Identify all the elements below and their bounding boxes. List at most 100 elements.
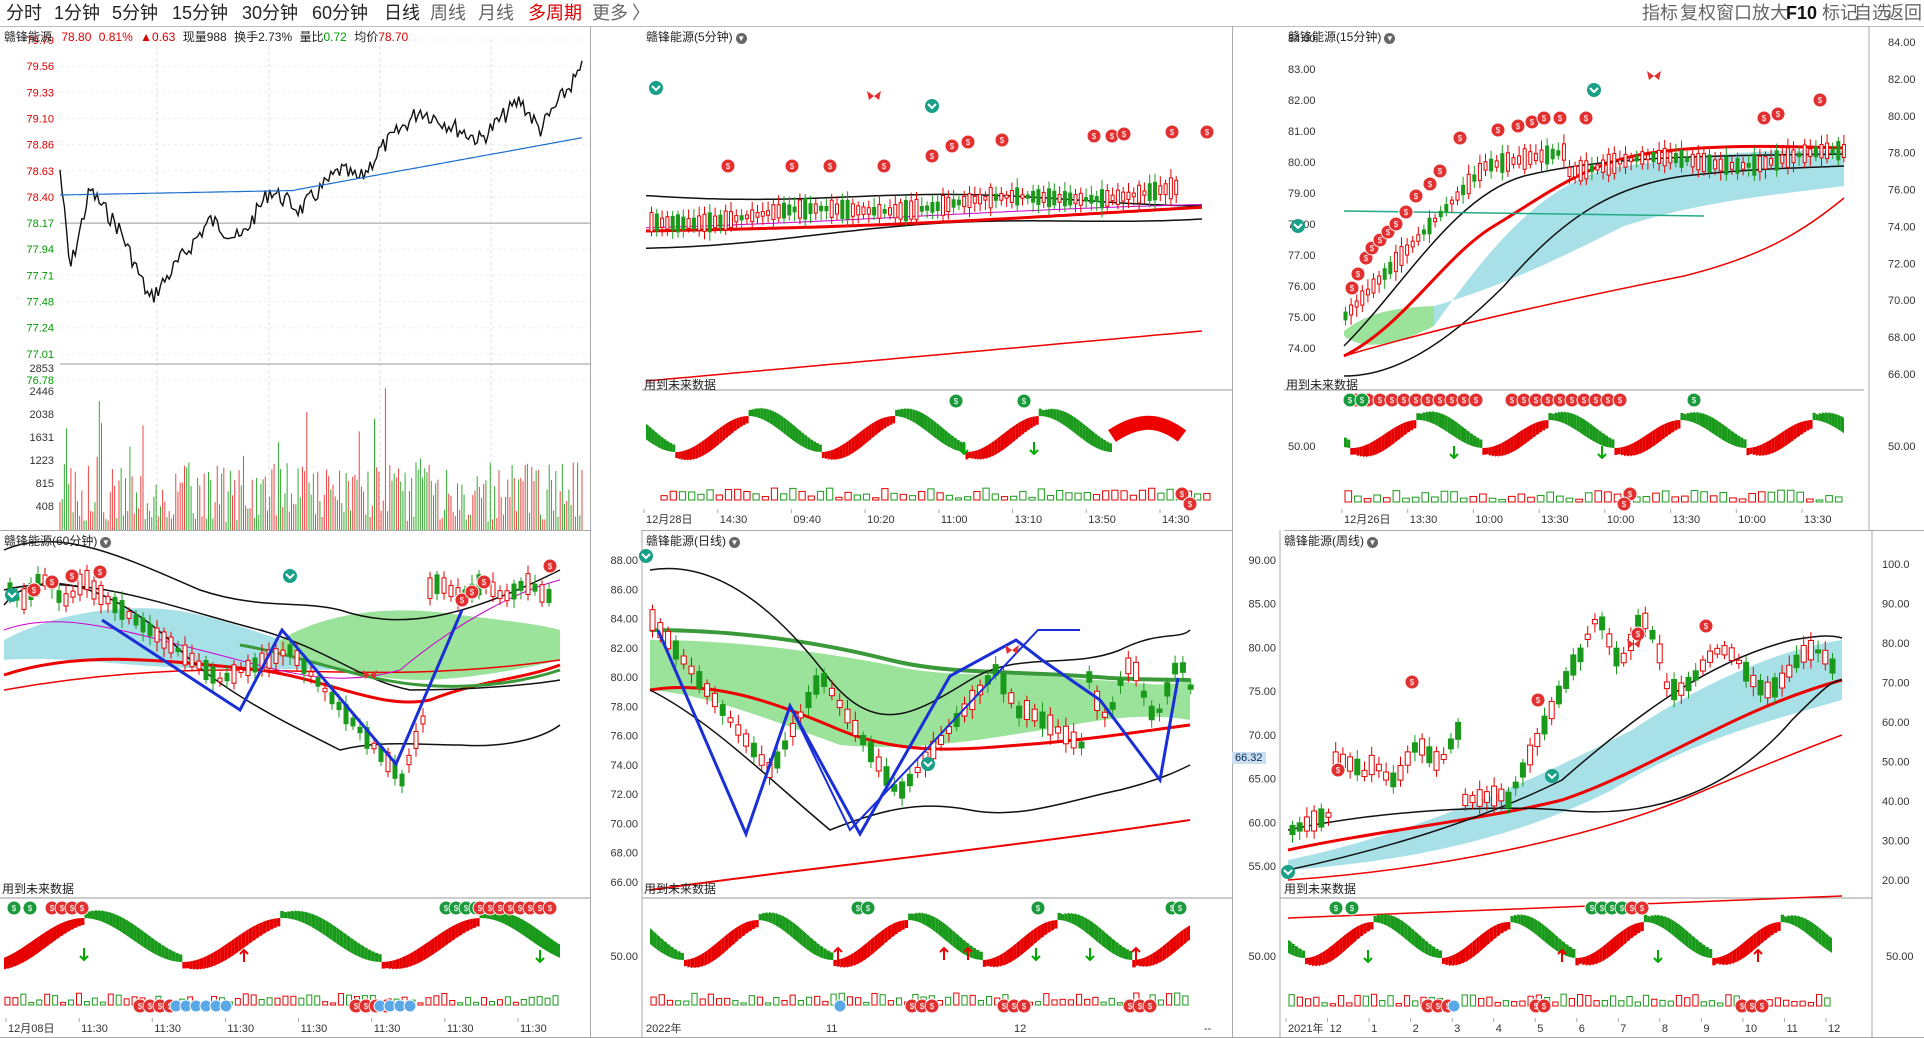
x-tick-label: 14:30 [1162, 514, 1190, 526]
m60-title[interactable]: 赣锋能源(60分钟) ▼ [4, 534, 112, 548]
indicator-band [884, 926, 888, 944]
indicator-band [1794, 914, 1798, 928]
indicator-band [1727, 428, 1731, 445]
weekly-panel[interactable]: 赣锋能源(周线) ▼ 90.00 85.00 80.00 75.00 70.00 65.00… [1232, 530, 1924, 1038]
tab-more[interactable]: 更多 [592, 3, 628, 23]
weekly-chart[interactable]: 90.0085.0080.0075.0070.0065.0060.0055.00… [1232, 530, 1924, 1037]
m5-title[interactable]: 赣锋能源(5分钟) ▼ [646, 30, 747, 44]
indicator-bar [234, 998, 241, 1006]
adjust-button[interactable]: 复权 [1680, 3, 1716, 23]
indicator-band [1529, 424, 1533, 441]
daily-panel[interactable]: 赣锋能源(日线) ▼ 88.00 86.00 84.00 82.00 80.00 78.00… [590, 530, 1233, 1038]
zoom-button[interactable]: 放大 [1752, 3, 1788, 23]
day-candle [750, 742, 757, 758]
weekly-title[interactable]: 赣锋能源(周线) ▼ [1284, 534, 1378, 548]
indicator-band [395, 958, 400, 970]
daily-title[interactable]: 赣锋能源(日线) ▼ [646, 534, 740, 548]
indicator-bar [44, 993, 51, 1006]
mark-button[interactable]: 标记 [1822, 3, 1858, 23]
m5-chart[interactable]: $ $ $ $$$ $ $ $ $ $ $ $$ $$$12月28日 14:30 09:40 10:20 11… [642, 26, 1232, 530]
indicator-band [1359, 446, 1363, 457]
indicator-bar [879, 994, 886, 1006]
tab-intraday[interactable]: 分时 [6, 3, 42, 23]
indicator-bar [28, 1001, 35, 1006]
x-tick-label: 14:30 [720, 514, 748, 526]
day-candle [899, 781, 906, 799]
indicator-band [1482, 447, 1486, 455]
indicator-band [687, 958, 691, 968]
week-candle [1764, 681, 1771, 699]
back-button[interactable]: 返回 [1886, 3, 1922, 23]
indicator-band [1639, 437, 1643, 455]
tab-monthly[interactable]: 月线 [478, 3, 514, 23]
week-candle [1512, 781, 1519, 789]
tab-15min[interactable]: 15分钟 [172, 3, 229, 23]
indicator-button[interactable]: 指标 [1642, 3, 1678, 23]
m60-candle [77, 573, 83, 596]
m5-candle [972, 195, 977, 204]
sell-signal-glyph: $ [1496, 126, 1501, 135]
x-tick-label: 6 [1579, 1023, 1585, 1035]
m60-chart[interactable]: $$$$$$$$$$$$$$$$$$$$$$$$$$$$$$$$$$12月08日… [0, 530, 590, 1037]
future-data-note: 用到未来数据 [644, 882, 717, 896]
indicator-band [1318, 952, 1323, 967]
chevron-down-icon[interactable]: ▼ [1384, 33, 1396, 44]
f10-button[interactable]: F10 [1786, 3, 1818, 23]
indicator-band [1447, 416, 1451, 435]
indicator-band [213, 950, 218, 967]
indicator-band [681, 450, 685, 460]
indicator-band [1400, 919, 1405, 939]
tab-30min[interactable]: 30分钟 [242, 3, 299, 23]
m15-title[interactable]: 赣锋能源(15分钟) ▼ [1288, 30, 1396, 44]
chevron-down-icon[interactable]: ▼ [735, 33, 747, 44]
window-button[interactable]: 窗口 [1716, 3, 1752, 23]
indicator-band [1684, 929, 1689, 948]
daily-chart[interactable]: 88.0086.0084.0082.0080.0078.0076.0074.00… [590, 530, 1232, 1037]
indicator-band [648, 426, 652, 444]
y-left-tick: 82.00 [1288, 95, 1316, 107]
indicator-bar [658, 994, 665, 1006]
indicator-band [168, 949, 172, 961]
m5-candle [787, 204, 792, 216]
price-tick-label: 78.63 [26, 166, 54, 178]
indicator-band [122, 917, 127, 936]
tab-60min[interactable]: 60分钟 [312, 3, 369, 23]
indicator-bar [1796, 491, 1805, 503]
week-candle [1584, 633, 1591, 640]
down-arrow-icon [959, 442, 969, 456]
sell-signal-glyph: $ [98, 568, 103, 577]
tab-5min[interactable]: 5分钟 [112, 3, 159, 23]
sell-signal-icon [1510, 118, 1526, 134]
m5-panel[interactable]: 赣锋能源(5分钟) ▼ $ $ $ $ $ $ $ $ $ $ $ $ $ $ $ $ $12月28日 14:30 0… [642, 26, 1233, 531]
indicator-band [935, 917, 939, 935]
m60-candle [224, 672, 230, 682]
m60-candle [518, 580, 524, 591]
m15-candle [1360, 290, 1365, 306]
m15-panel[interactable]: 赣锋能源(15分钟) ▼ 84.00 83.00 82.00 81.00 80.00 79.… [1284, 26, 1924, 531]
tab-1min[interactable]: 1分钟 [54, 3, 101, 23]
m60-panel[interactable]: 赣锋能源(60分钟) ▼ $ $ $ $ $ $ $ $ $ $ $ $ $ $ $ $ $ $ $ $ $ $ $ $ $ $ $ $… [0, 530, 591, 1038]
m5-candle [1025, 194, 1030, 199]
chevron-down-icon[interactable]: ▼ [1367, 537, 1378, 548]
more-chevron-icon[interactable]: 〉 [632, 3, 650, 23]
indicator-bar [807, 495, 815, 501]
sell-signal-glyph: $ [882, 162, 887, 171]
chevron-down-icon[interactable]: ▼ [729, 537, 740, 548]
tab-multi-period[interactable]: 多周期 [528, 3, 582, 23]
m5-candle [1062, 191, 1067, 207]
indicator-band [921, 912, 926, 926]
abs-change: ▲0.63 [140, 30, 176, 44]
indicator-band [1619, 930, 1624, 949]
indicator-bar [250, 994, 257, 1006]
m15-candle [1657, 149, 1662, 164]
chevron-down-icon[interactable]: ▼ [100, 537, 112, 548]
day-candle [1078, 741, 1085, 749]
intraday-panel[interactable]: 赣锋能源 78.80 0.81% ▲0.63 现量988 换手2.73% 量比0… [0, 26, 591, 531]
watchlist-button[interactable]: 自选 [1854, 3, 1890, 23]
intraday-chart[interactable]: 79.7979.5679.3379.1078.8678.6378.4078.17… [0, 26, 590, 530]
tab-daily[interactable]: 日线 [384, 3, 420, 23]
tab-weekly[interactable]: 周线 [430, 3, 466, 23]
m15-chart[interactable]: 84.0083.0082.0081.0080.0079.0078.0077.00… [1284, 26, 1924, 530]
indicator-band [996, 955, 1000, 968]
indicator-band [1060, 913, 1065, 921]
